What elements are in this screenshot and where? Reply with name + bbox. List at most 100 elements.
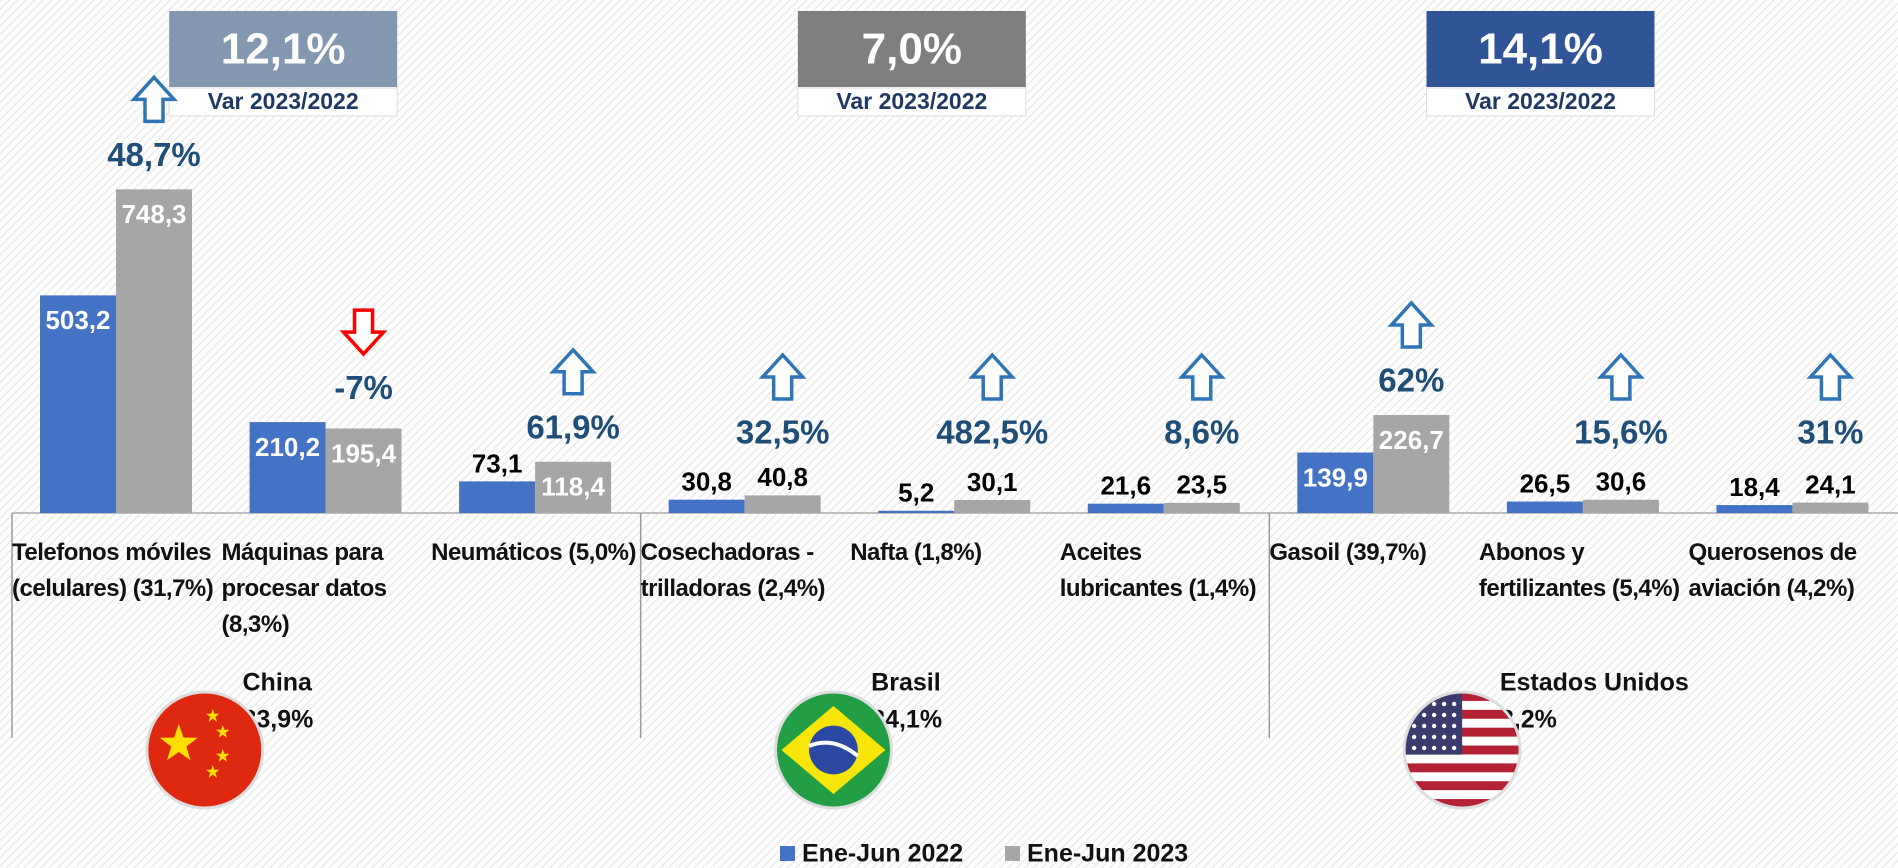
- x-tick-label: Aceites lubricantes (1,4%): [1059, 539, 1257, 602]
- flag-band: [808, 740, 860, 758]
- flag-star: [1421, 734, 1427, 740]
- flag-shine: [145, 690, 265, 810]
- x-tick-label: Neumáticos (5,0%): [431, 539, 637, 566]
- value-label: 30,6: [1596, 467, 1647, 497]
- flag-shine: [773, 690, 893, 810]
- flag: [145, 690, 265, 810]
- flag-stripe: [1404, 790, 1521, 800]
- variation-caption: Var 2023/2022: [208, 88, 359, 114]
- variation-box: [797, 11, 1026, 87]
- bar: [1087, 503, 1164, 513]
- x-tick-label: Máquinas para procesar datos (8,3%): [221, 539, 388, 638]
- change-label: -7%: [334, 369, 393, 406]
- bar: [249, 422, 326, 513]
- bar: [535, 461, 612, 513]
- flag-star: [1421, 723, 1427, 729]
- value-label: 210,2: [255, 432, 320, 462]
- legend-swatch: [780, 846, 795, 861]
- flag-star: [1451, 723, 1457, 729]
- variation-caption-box: [168, 87, 398, 117]
- bar: [954, 499, 1031, 513]
- x-tick-label: Querosenos de aviación (4,2%): [1688, 539, 1857, 602]
- flag-body: [1404, 692, 1521, 808]
- change-label: 32,5%: [736, 414, 830, 451]
- country-name: Estados Unidos: [1500, 669, 1689, 697]
- flag-stripe: [1404, 799, 1521, 808]
- legend-label: Ene-Jun 2022: [802, 840, 963, 868]
- bar: [1163, 502, 1240, 513]
- bar: [1506, 501, 1583, 513]
- variation-value: 14,1%: [1478, 25, 1603, 74]
- x-tick-label: Gasoil (39,7%): [1269, 539, 1427, 566]
- value-label: 73,1: [472, 448, 523, 478]
- change-label: 482,5%: [936, 414, 1048, 451]
- flag-star: [1441, 734, 1447, 740]
- value-label: 24,1: [1805, 469, 1856, 499]
- flag-star: [1411, 723, 1417, 729]
- flag-star: [1451, 734, 1457, 740]
- flag-star: [1431, 712, 1437, 718]
- value-label: 139,9: [1303, 462, 1368, 492]
- flag-globe: [809, 725, 858, 775]
- change-label: 61,9%: [526, 409, 620, 446]
- change-label: 31%: [1797, 414, 1863, 451]
- flag-star: [1421, 712, 1427, 718]
- variation-value: 7,0%: [862, 25, 962, 74]
- bar: [1582, 499, 1659, 513]
- x-tick-label: Abonos y fertilizantes (5,4%): [1478, 539, 1680, 602]
- flag-body: [146, 692, 263, 808]
- value-label: 23,5: [1176, 470, 1227, 500]
- legend-swatch: [1005, 846, 1020, 861]
- flag-star: [216, 725, 230, 738]
- bar: [744, 495, 821, 513]
- flag-star: [1431, 745, 1437, 751]
- country-name: China: [243, 669, 314, 697]
- arrow-up: [1387, 300, 1436, 349]
- legend-label: Ene-Jun 2023: [1027, 840, 1188, 868]
- flag-star: [1411, 745, 1417, 751]
- bar: [459, 481, 536, 513]
- flag-star: [1431, 734, 1437, 740]
- flag: [1402, 690, 1522, 810]
- flag-stripe: [1404, 763, 1521, 773]
- arrow-up: [130, 74, 178, 124]
- flag-star: [1441, 745, 1447, 751]
- change-label: 48,7%: [107, 136, 201, 173]
- flag-star: [1451, 712, 1457, 718]
- variation-value: 12,1%: [221, 25, 346, 74]
- value-label: 21,6: [1100, 471, 1151, 501]
- flag-star: [206, 765, 220, 778]
- flag: [773, 690, 893, 810]
- variation-caption-box: [1426, 87, 1655, 117]
- flag-shine: [1402, 690, 1522, 810]
- bar: [878, 510, 955, 513]
- bar: [40, 295, 116, 513]
- bar: [116, 189, 192, 514]
- x-tick-label: Nafta (1,8%): [850, 539, 982, 566]
- flag-star: [1451, 745, 1457, 751]
- x-tick-label: Telefonos móviles (celulares) (31,7%): [12, 539, 214, 602]
- flag-star: [1441, 723, 1447, 729]
- flag-star: [159, 724, 198, 761]
- arrow-up: [549, 347, 598, 396]
- value-label: 195,4: [331, 438, 397, 468]
- flag-stripe: [1404, 781, 1521, 791]
- flag-star: [1431, 701, 1437, 707]
- bar: [1716, 505, 1793, 513]
- change-label: 62%: [1378, 362, 1444, 399]
- variation-box: [169, 11, 398, 87]
- bar: [325, 428, 402, 513]
- flag-star: [216, 749, 230, 762]
- variation-box: [1426, 11, 1655, 87]
- flag-star: [1421, 745, 1427, 751]
- change-label: 15,6%: [1574, 414, 1668, 451]
- flag-star: [1441, 701, 1447, 707]
- bar: [1792, 502, 1869, 513]
- variation-caption: Var 2023/2022: [836, 88, 987, 114]
- value-label: 40,8: [757, 462, 808, 492]
- x-tick-label: Cosechadoras - trilladoras (2,4%): [640, 539, 826, 602]
- variation-caption-box: [797, 87, 1027, 117]
- value-label: 226,7: [1379, 425, 1444, 455]
